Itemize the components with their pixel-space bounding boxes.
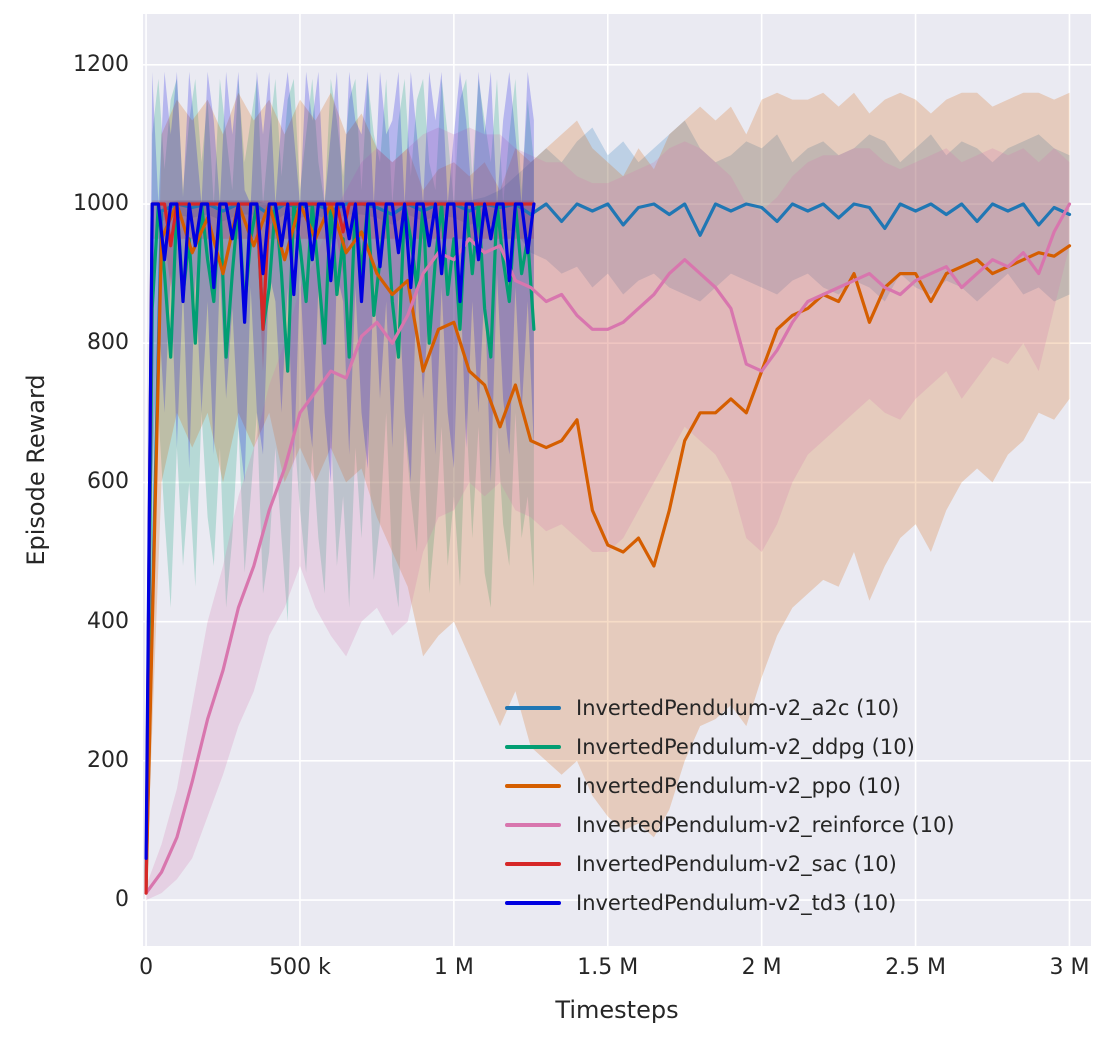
y-tick-label: 800 <box>87 330 129 356</box>
x-tick-label: 1 M <box>433 955 474 980</box>
legend-item-ppo: InvertedPendulum-v2_ppo (10) <box>505 766 955 805</box>
x-tick-label: 3 M <box>1049 955 1090 980</box>
x-tick-label: 2.5 M <box>885 955 947 980</box>
x-tick-label: 0 <box>139 955 154 980</box>
legend-item-sac: InvertedPendulum-v2_sac (10) <box>505 844 955 883</box>
legend-label: InvertedPendulum-v2_td3 (10) <box>576 890 897 915</box>
legend-label: InvertedPendulum-v2_ddpg (10) <box>576 734 915 759</box>
y-tick-label: 1000 <box>73 191 129 217</box>
legend: InvertedPendulum-v2_a2c (10) InvertedPend… <box>505 688 955 922</box>
series-band-reinforce <box>146 127 1070 901</box>
x-tick-label: 1.5 M <box>577 955 639 980</box>
y-tick-label: 0 <box>115 887 129 913</box>
legend-line-swatch <box>505 822 561 827</box>
legend-line-swatch <box>505 744 561 749</box>
series-line-td3 <box>144 202 536 860</box>
legend-label: InvertedPendulum-v2_sac (10) <box>576 851 897 876</box>
plot-area <box>143 14 1091 946</box>
legend-label: InvertedPendulum-v2_a2c (10) <box>576 695 900 720</box>
legend-item-reinforce: InvertedPendulum-v2_reinforce (10) <box>505 805 955 844</box>
x-axis-label: Timesteps <box>555 996 679 1024</box>
y-tick-label: 200 <box>87 747 129 773</box>
series-band-a2c <box>146 120 1070 887</box>
y-tick-label: 600 <box>87 469 129 495</box>
x-tick-label: 500 k <box>269 955 331 980</box>
y-tick-label: 1200 <box>73 51 129 77</box>
grid <box>143 14 1091 946</box>
legend-item-ddpg: InvertedPendulum-v2_ddpg (10) <box>505 727 955 766</box>
legend-line-swatch <box>505 705 561 710</box>
legend-line-swatch <box>505 861 561 866</box>
series-line-reinforce <box>144 202 1072 895</box>
legend-line-swatch <box>505 900 561 905</box>
legend-label: InvertedPendulum-v2_ppo (10) <box>576 773 901 798</box>
legend-label: InvertedPendulum-v2_reinforce (10) <box>576 812 955 837</box>
x-tick-label: 2 M <box>741 955 782 980</box>
legend-item-td3: InvertedPendulum-v2_td3 (10) <box>505 883 955 922</box>
legend-line-swatch <box>505 783 561 788</box>
legend-item-a2c: InvertedPendulum-v2_a2c (10) <box>505 688 955 727</box>
y-tick-label: 400 <box>87 608 129 634</box>
series-lines <box>144 202 1072 895</box>
